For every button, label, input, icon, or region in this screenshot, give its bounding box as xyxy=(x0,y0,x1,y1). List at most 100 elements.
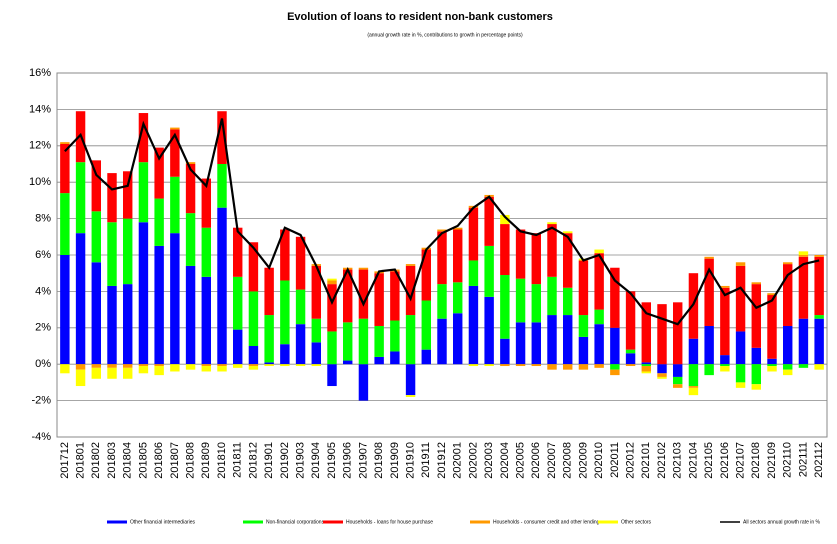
bar-segment xyxy=(688,338,699,365)
total-line xyxy=(64,118,820,326)
bar-segment xyxy=(217,164,227,208)
bar-segment xyxy=(468,364,479,367)
bar-segment xyxy=(610,364,620,370)
y-tick-label: 16% xyxy=(29,67,51,79)
legend-label: Non-financial corporations xyxy=(266,519,325,525)
bar-segment xyxy=(60,364,70,374)
bar-segment xyxy=(233,276,243,330)
x-tick-label: 201907 xyxy=(357,442,369,479)
bar-segment xyxy=(170,233,180,365)
y-tick-label: 14% xyxy=(29,103,51,115)
y-tick-label: 2% xyxy=(35,322,51,334)
bar-segment xyxy=(594,324,604,365)
bar-segment xyxy=(138,113,149,163)
bar-segment xyxy=(311,364,321,367)
bar-segment xyxy=(390,271,400,321)
bar-segment xyxy=(91,364,101,368)
x-tick-label: 201906 xyxy=(342,442,354,479)
bar-segment xyxy=(735,265,746,332)
bar-segment xyxy=(60,142,70,144)
bar-segment xyxy=(735,262,746,266)
legend-label: Other sectors xyxy=(621,519,652,525)
y-tick-label: -2% xyxy=(31,395,51,407)
bar-segment xyxy=(578,315,589,337)
bar-segment xyxy=(515,229,526,279)
bar-segment xyxy=(217,207,227,365)
legend-swatch xyxy=(470,520,490,524)
bar-segment xyxy=(484,196,494,246)
x-tick-label: 202104 xyxy=(687,442,699,479)
x-tick-label: 201805 xyxy=(137,442,149,479)
bar-segment xyxy=(201,364,211,367)
bar-segment xyxy=(720,355,730,365)
bar-segment xyxy=(547,364,557,370)
bar-segment xyxy=(673,384,683,388)
bar-segment xyxy=(123,218,133,285)
bar-segment xyxy=(75,233,86,365)
x-tick-label: 202004 xyxy=(499,442,511,479)
bar-segment xyxy=(515,278,526,323)
bar-segment xyxy=(185,164,196,214)
bar-segment xyxy=(185,265,196,365)
bar-segment xyxy=(563,233,573,288)
bar-segment xyxy=(201,178,211,228)
bar-segment xyxy=(641,371,651,374)
x-tick-label: 202009 xyxy=(577,442,589,479)
chart-subtitle: (annual growth rate in %, contributions … xyxy=(367,32,523,38)
x-tick-label: 201809 xyxy=(200,442,212,479)
bar-segment xyxy=(767,358,777,365)
bar-segment xyxy=(610,327,620,365)
legend-swatch xyxy=(323,520,343,524)
x-tick-label: 201912 xyxy=(436,442,448,479)
bar-segment xyxy=(751,364,761,385)
bar-segment xyxy=(437,318,447,365)
bar-segment xyxy=(248,242,259,292)
bar-segment xyxy=(280,364,290,367)
bar-segment xyxy=(170,127,180,130)
bar-segment xyxy=(280,344,290,365)
bar-segment xyxy=(233,364,243,368)
bar-segment xyxy=(783,325,793,365)
bar-segment xyxy=(641,366,651,372)
bar-segment xyxy=(688,273,699,339)
x-tick-label: 201807 xyxy=(169,442,181,479)
bar-segment xyxy=(311,265,321,319)
bar-segment xyxy=(673,364,683,377)
bar-segment xyxy=(751,384,761,390)
bar-segment xyxy=(327,364,337,387)
y-tick-label: 0% xyxy=(35,358,51,370)
x-tick-label: 202008 xyxy=(562,442,574,479)
bar-segment xyxy=(91,367,101,379)
bar-segment xyxy=(390,320,400,352)
bar-segment xyxy=(814,255,824,257)
bar-segment xyxy=(217,364,227,367)
bar-segment xyxy=(405,315,416,365)
bar-segment xyxy=(138,162,149,223)
bar-segment xyxy=(248,291,259,346)
bar-segment xyxy=(641,364,651,367)
bar-segment xyxy=(248,364,259,367)
bar-segment xyxy=(547,315,557,365)
bar-segment xyxy=(75,364,86,370)
bar-segment xyxy=(185,364,196,370)
bar-segment xyxy=(107,367,117,379)
bar-segment xyxy=(138,364,149,367)
bar-segment xyxy=(75,162,86,234)
bar-segment xyxy=(311,342,321,365)
bar-segment xyxy=(468,285,479,365)
bar-segment xyxy=(657,304,667,365)
bar-segment xyxy=(563,231,573,234)
bar-segment xyxy=(60,193,70,255)
bar-segment xyxy=(123,284,133,365)
x-tick-label: 201804 xyxy=(122,442,134,479)
bar-segment xyxy=(688,387,699,396)
bar-segment xyxy=(358,269,369,319)
bar-segment xyxy=(421,249,431,301)
bar-segment xyxy=(578,364,589,370)
bar-segment xyxy=(107,222,117,286)
bar-segment xyxy=(814,364,824,370)
x-tick-label: 201806 xyxy=(153,442,165,479)
bar-segment xyxy=(390,351,400,365)
x-tick-label: 201901 xyxy=(263,442,275,479)
